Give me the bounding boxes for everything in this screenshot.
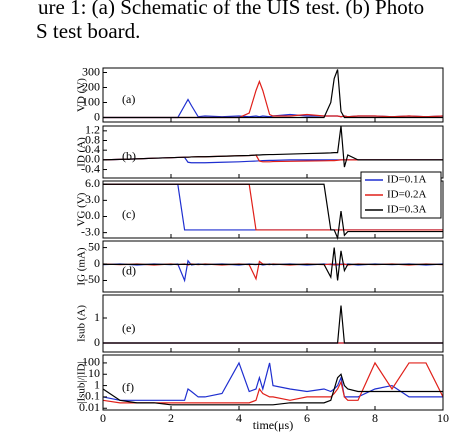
y-tick-label: 0.8 (85, 132, 100, 146)
y-tick-label: 1 (94, 310, 100, 324)
plot-frame (102, 180, 444, 239)
y-axis-label: IG (mA) (76, 247, 88, 286)
y-tick-label: 0.4 (85, 142, 100, 156)
x-tick-label: 6 (304, 411, 310, 425)
caption-line: S test board. (36, 19, 140, 43)
y-tick-label: -0.4 (81, 161, 100, 175)
x-tick-label: 2 (168, 411, 174, 425)
y-tick-label: 300 (82, 64, 100, 78)
y-tick-label: 3.0 (85, 192, 100, 206)
x-tick-label: 8 (372, 411, 378, 425)
series-line (103, 183, 443, 241)
y-tick-label: 100 (82, 355, 100, 369)
series-line (103, 79, 444, 119)
series-line (103, 69, 443, 119)
panel-label: (a) (122, 92, 135, 106)
y-axis-label: Isub (A) (76, 305, 88, 342)
y-tick-label: -50 (84, 272, 100, 286)
caption-line: ure 1: (a) Schematic of the UIS test. (b… (38, 0, 424, 19)
plot-frame (102, 67, 444, 123)
series-line (103, 98, 444, 119)
panel-label: (b) (122, 149, 136, 163)
y-tick-label: 0 (94, 256, 100, 270)
y-tick-label: -3.0 (81, 224, 100, 238)
series-line (103, 247, 443, 281)
legend-label: ID=0.3A (387, 204, 427, 216)
y-tick-label: 50 (88, 239, 100, 253)
plot-frame (102, 125, 444, 179)
y-tick-label: 6.0 (85, 176, 100, 190)
y-tick-label: 0 (94, 335, 100, 349)
y-axis-label: |Isub|/|ID| (76, 361, 88, 403)
panel-label: (c) (122, 207, 135, 221)
series-line (102, 361, 443, 401)
series-line (103, 305, 443, 344)
y-tick-label: 1.2 (85, 123, 100, 137)
panel-label: (f) (122, 380, 134, 394)
y-axis-label: VD (V) (76, 78, 88, 112)
y-tick-label: 0.0 (85, 152, 100, 166)
x-tick-label: 4 (236, 411, 242, 425)
plot-frame (102, 240, 444, 293)
panel-label: (e) (122, 321, 135, 335)
y-tick-label: 100 (82, 94, 100, 108)
y-axis-label: ID (A) (76, 137, 88, 167)
x-axis-label: time(μs) (253, 418, 293, 432)
legend-label: ID=0.2A (387, 189, 427, 201)
x-tick-label: 0 (100, 411, 106, 425)
y-tick-label: 0.0 (85, 208, 100, 222)
panel-label: (d) (122, 263, 136, 277)
series-line (102, 125, 443, 168)
series-line (102, 373, 443, 406)
y-tick-label: 0.01 (79, 400, 100, 414)
series-line (102, 361, 444, 404)
y-tick-label: 1 (94, 377, 100, 391)
plot-frame (102, 354, 444, 411)
y-axis-label: VG (V) (76, 192, 88, 226)
y-tick-label: 200 (82, 79, 100, 93)
y-tick-label: 0.1 (85, 389, 100, 403)
x-tick-label: 10 (437, 411, 449, 425)
plot-frame (102, 294, 444, 353)
y-tick-label: 0 (94, 109, 100, 123)
legend-label: ID=0.1A (387, 174, 427, 186)
y-tick-label: 10 (88, 366, 100, 380)
